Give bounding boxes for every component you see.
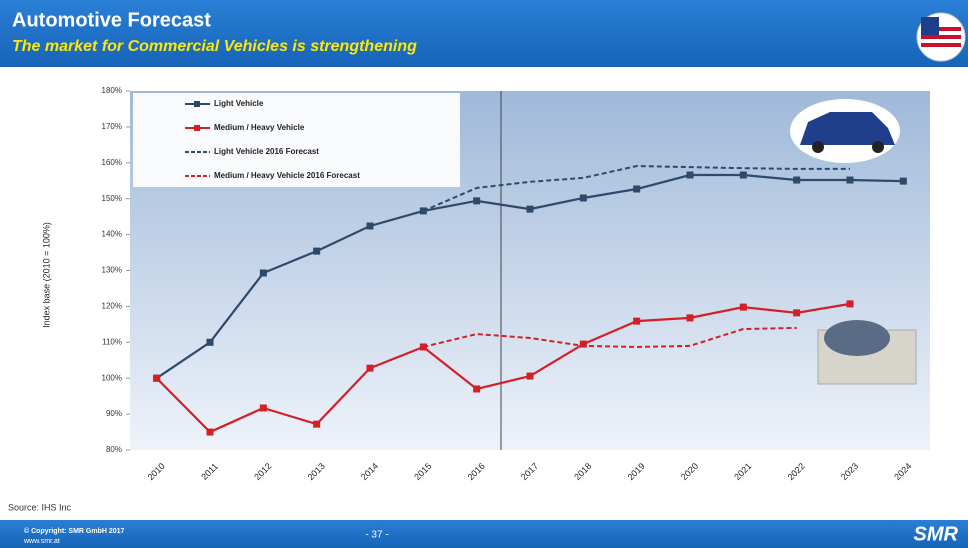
data-point bbox=[473, 385, 481, 393]
data-point bbox=[793, 309, 801, 317]
website: www.smr.at bbox=[23, 538, 60, 545]
data-point bbox=[366, 222, 374, 230]
footer-bar bbox=[0, 520, 968, 548]
data-point bbox=[739, 171, 747, 179]
data-point bbox=[579, 194, 587, 202]
data-point bbox=[206, 428, 214, 436]
logo: SMR bbox=[914, 523, 959, 545]
data-point bbox=[206, 338, 214, 346]
legend-label: Medium / Heavy Vehicle bbox=[214, 123, 305, 132]
legend-label: Light Vehicle 2016 Forecast bbox=[214, 147, 319, 156]
y-tick-label: 110% bbox=[102, 337, 122, 346]
data-point bbox=[686, 171, 694, 179]
data-point bbox=[633, 317, 641, 325]
data-point bbox=[846, 176, 854, 184]
data-point bbox=[686, 314, 694, 322]
data-point bbox=[259, 404, 267, 412]
data-point bbox=[526, 372, 534, 380]
header-bar bbox=[0, 0, 968, 67]
data-point bbox=[846, 300, 854, 308]
data-point bbox=[473, 197, 481, 205]
slide-subtitle: The market for Commercial Vehicles is st… bbox=[12, 38, 417, 55]
legend-label: Light Vehicle bbox=[214, 99, 264, 108]
data-point bbox=[259, 269, 267, 277]
legend-label: Medium / Heavy Vehicle 2016 Forecast bbox=[214, 171, 360, 180]
data-point bbox=[579, 340, 587, 348]
y-tick-label: 90% bbox=[106, 409, 122, 418]
slide-title: Automotive Forecast bbox=[12, 9, 211, 31]
y-tick-label: 120% bbox=[102, 302, 122, 311]
flag-icon bbox=[916, 12, 966, 62]
source: Source: IHS Inc bbox=[8, 502, 72, 512]
y-tick-label: 80% bbox=[106, 445, 122, 454]
series-line bbox=[423, 326, 797, 348]
truck-image bbox=[817, 320, 917, 385]
copyright: © Copyright: SMR GmbH 2017 bbox=[24, 527, 125, 535]
data-point bbox=[313, 420, 321, 428]
series-line bbox=[155, 302, 851, 434]
y-tick-label: 160% bbox=[102, 158, 122, 167]
legend-marker bbox=[194, 101, 200, 107]
series-line bbox=[422, 165, 850, 212]
y-tick-label: 180% bbox=[102, 86, 122, 95]
data-point bbox=[739, 303, 747, 311]
data-point bbox=[793, 176, 801, 184]
data-point bbox=[366, 364, 374, 372]
legend-marker bbox=[194, 125, 200, 131]
car-image bbox=[790, 99, 900, 163]
legend-box bbox=[133, 93, 460, 187]
y-tick-label: 150% bbox=[102, 194, 122, 203]
page-number: - 37 - bbox=[365, 530, 388, 541]
y-tick-label: 140% bbox=[102, 230, 122, 239]
data-point bbox=[633, 185, 641, 193]
data-point bbox=[313, 247, 321, 255]
data-point bbox=[153, 374, 161, 382]
y-axis-label: Index base (2010 = 100%) bbox=[41, 222, 51, 328]
data-point bbox=[526, 205, 534, 213]
data-point bbox=[899, 177, 907, 185]
y-tick-label: 100% bbox=[102, 373, 122, 382]
legend: Light Vehicle Medium / Heavy Vehicle Light… bbox=[185, 99, 360, 180]
y-tick-label: 170% bbox=[102, 122, 122, 131]
y-tick-label: 130% bbox=[102, 266, 122, 275]
